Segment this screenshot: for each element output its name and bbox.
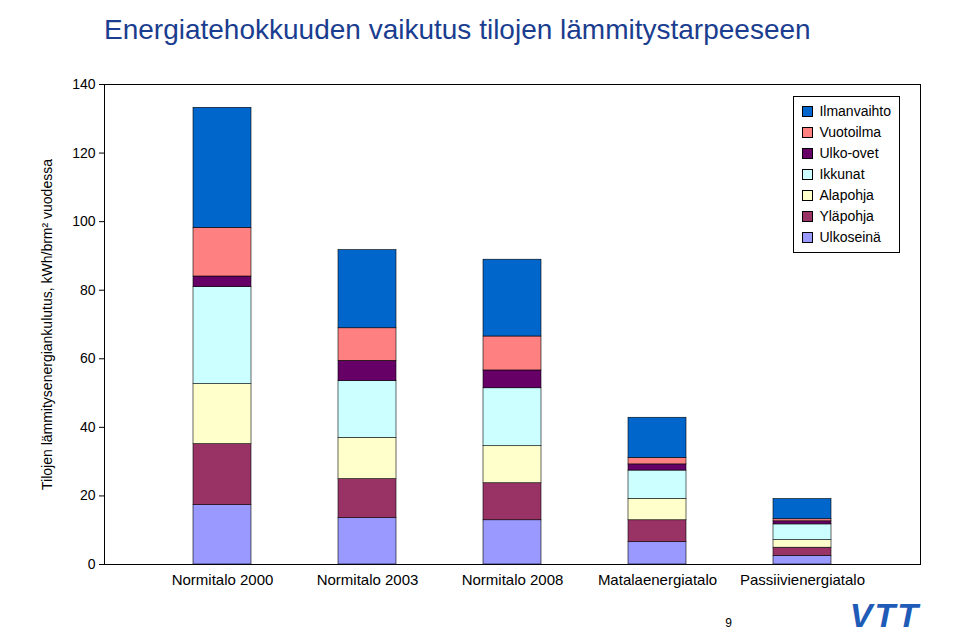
html-text:Ilmanvaihto: Ilmanvaihto (819, 103, 891, 119)
svg-text:100: 100 (72, 213, 96, 229)
html-text:Energiatehokkuuden vaikutus ti: Energiatehokkuuden vaikutus tilojen lämm… (104, 14, 811, 45)
svg-text:Matalaenergiatalo: Matalaenergiatalo (598, 571, 717, 588)
svg-text:Normitalo 2003: Normitalo 2003 (317, 571, 419, 588)
svg-text:120: 120 (72, 145, 96, 161)
html-text:9: 9 (725, 616, 732, 630)
html-text:Vuotoilma: Vuotoilma (819, 124, 882, 140)
html-text:VTT: VTT (849, 596, 920, 634)
html-text:Ulkoseinä: Ulkoseinä (819, 229, 881, 245)
html-text:Alapohja: Alapohja (819, 187, 874, 203)
svg-text:Normitalo 2000: Normitalo 2000 (172, 571, 274, 588)
svg-text:40: 40 (80, 419, 96, 435)
html-text:Yläpohja: Yläpohja (819, 208, 874, 224)
svg-text:Tilojen lämmitysenergiankulutu: Tilojen lämmitysenergiankulutus, kWh/brm… (39, 159, 55, 490)
svg-text:80: 80 (80, 282, 96, 298)
svg-text:Normitalo 2008: Normitalo 2008 (462, 571, 564, 588)
svg-text:140: 140 (72, 76, 96, 92)
svg-text:20: 20 (80, 487, 96, 503)
html-text:Ulko-ovet: Ulko-ovet (819, 145, 879, 161)
svg-text:0: 0 (88, 556, 96, 572)
svg-text:Passiivienergiatalo: Passiivienergiatalo (740, 571, 865, 588)
html-text:Ikkunat: Ikkunat (819, 166, 865, 182)
svg-text:60: 60 (80, 350, 96, 366)
